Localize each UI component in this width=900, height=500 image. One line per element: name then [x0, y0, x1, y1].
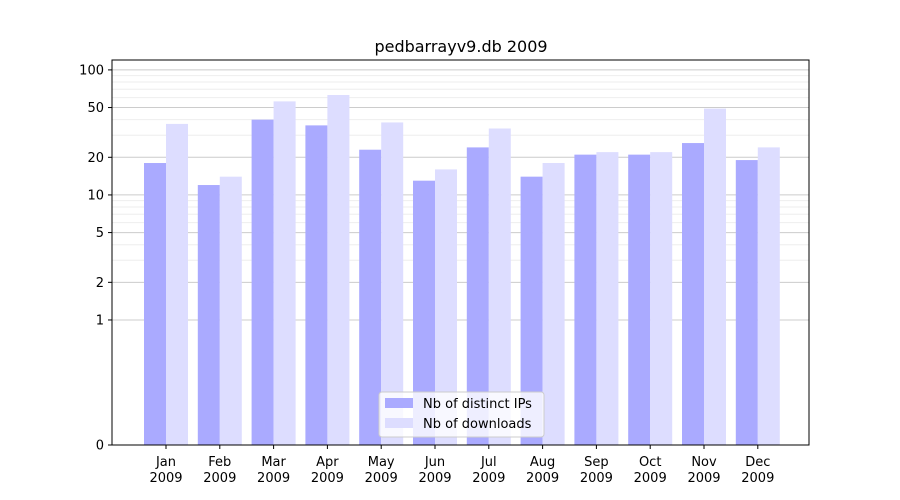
x-tick-label-year: 2009 [634, 471, 667, 486]
x-tick-label-month: Dec [745, 455, 770, 470]
x-tick-label-month: Sep [584, 455, 609, 470]
y-tick-label: 50 [87, 101, 104, 116]
x-tick-label-year: 2009 [580, 471, 613, 486]
x-tick-label-month: Apr [316, 455, 339, 470]
bar-distinct-ips [466, 147, 489, 446]
bar-downloads [166, 123, 188, 445]
bar-distinct-ips [305, 125, 328, 445]
x-tick-label-month: Oct [639, 455, 661, 470]
x-tick-label-month: Aug [530, 455, 555, 470]
x-tick-label-year: 2009 [257, 471, 290, 486]
y-tick-label: 100 [79, 63, 104, 78]
bar-distinct-ips [574, 154, 597, 446]
y-tick-label: 5 [96, 226, 104, 241]
chart-title: pedbarrayv9.db 2009 [374, 37, 547, 56]
bar-downloads [273, 101, 296, 445]
plot-frame [111, 59, 810, 446]
bars [144, 94, 780, 446]
bar-downloads [219, 176, 242, 445]
x-tick-label-month: Jul [480, 455, 497, 470]
x-tick-label-year: 2009 [203, 471, 236, 486]
y-tick-label: 10 [87, 188, 104, 203]
bar-distinct-ips [251, 119, 274, 446]
bar-distinct-ips [735, 160, 758, 445]
bar-downloads [488, 128, 511, 445]
bar-distinct-ips [682, 143, 704, 445]
bar-distinct-ips [628, 154, 651, 446]
bar-downloads [757, 147, 780, 446]
bar-downloads [327, 94, 350, 446]
bar-downloads [650, 152, 673, 445]
bar-distinct-ips [520, 176, 543, 445]
x-tick-label-year: 2009 [526, 471, 559, 486]
x-tick-label-month: Nov [691, 455, 717, 470]
x-tick-label-year: 2009 [149, 471, 182, 486]
y-tick-label: 1 [96, 313, 104, 328]
x-tick-label-year: 2009 [311, 471, 344, 486]
x-tick-label-month: May [368, 455, 395, 470]
bar-downloads [704, 108, 726, 445]
bar-downloads [596, 152, 619, 445]
y-tick-label: 20 [87, 151, 104, 166]
x-tick-label-year: 2009 [472, 471, 505, 486]
legend-label: Nb of downloads [423, 417, 532, 432]
bar-distinct-ips [359, 149, 382, 446]
legend-swatch [385, 418, 413, 428]
legend-box [378, 391, 545, 438]
bar-distinct-ips [197, 185, 220, 445]
x-tick-label-month: Jun [424, 455, 445, 470]
x-tick-label-year: 2009 [741, 471, 774, 486]
bar-distinct-ips [413, 180, 435, 445]
x-tick-label-month: Feb [208, 455, 231, 470]
legend: Nb of distinct IPs Nb of downloads [378, 391, 545, 438]
x-tick-label-year: 2009 [687, 471, 720, 486]
bar-downloads [435, 169, 457, 445]
x-tick-label-year: 2009 [418, 471, 451, 486]
legend-swatch [385, 398, 413, 408]
bar-distinct-ips [144, 163, 166, 445]
bar-downloads [381, 122, 404, 445]
x-tick-label-year: 2009 [365, 471, 398, 486]
y-tick-label: 2 [96, 276, 104, 291]
legend-label: Nb of distinct IPs [423, 397, 532, 412]
x-tick-label-month: Jan [155, 455, 176, 470]
x-tick-label-month: Mar [261, 455, 286, 470]
y-tick-label: 0 [96, 439, 104, 454]
bar-downloads [542, 163, 565, 445]
axes: 0125102050100Jan2009Feb2009Mar2009Apr200… [79, 63, 774, 486]
